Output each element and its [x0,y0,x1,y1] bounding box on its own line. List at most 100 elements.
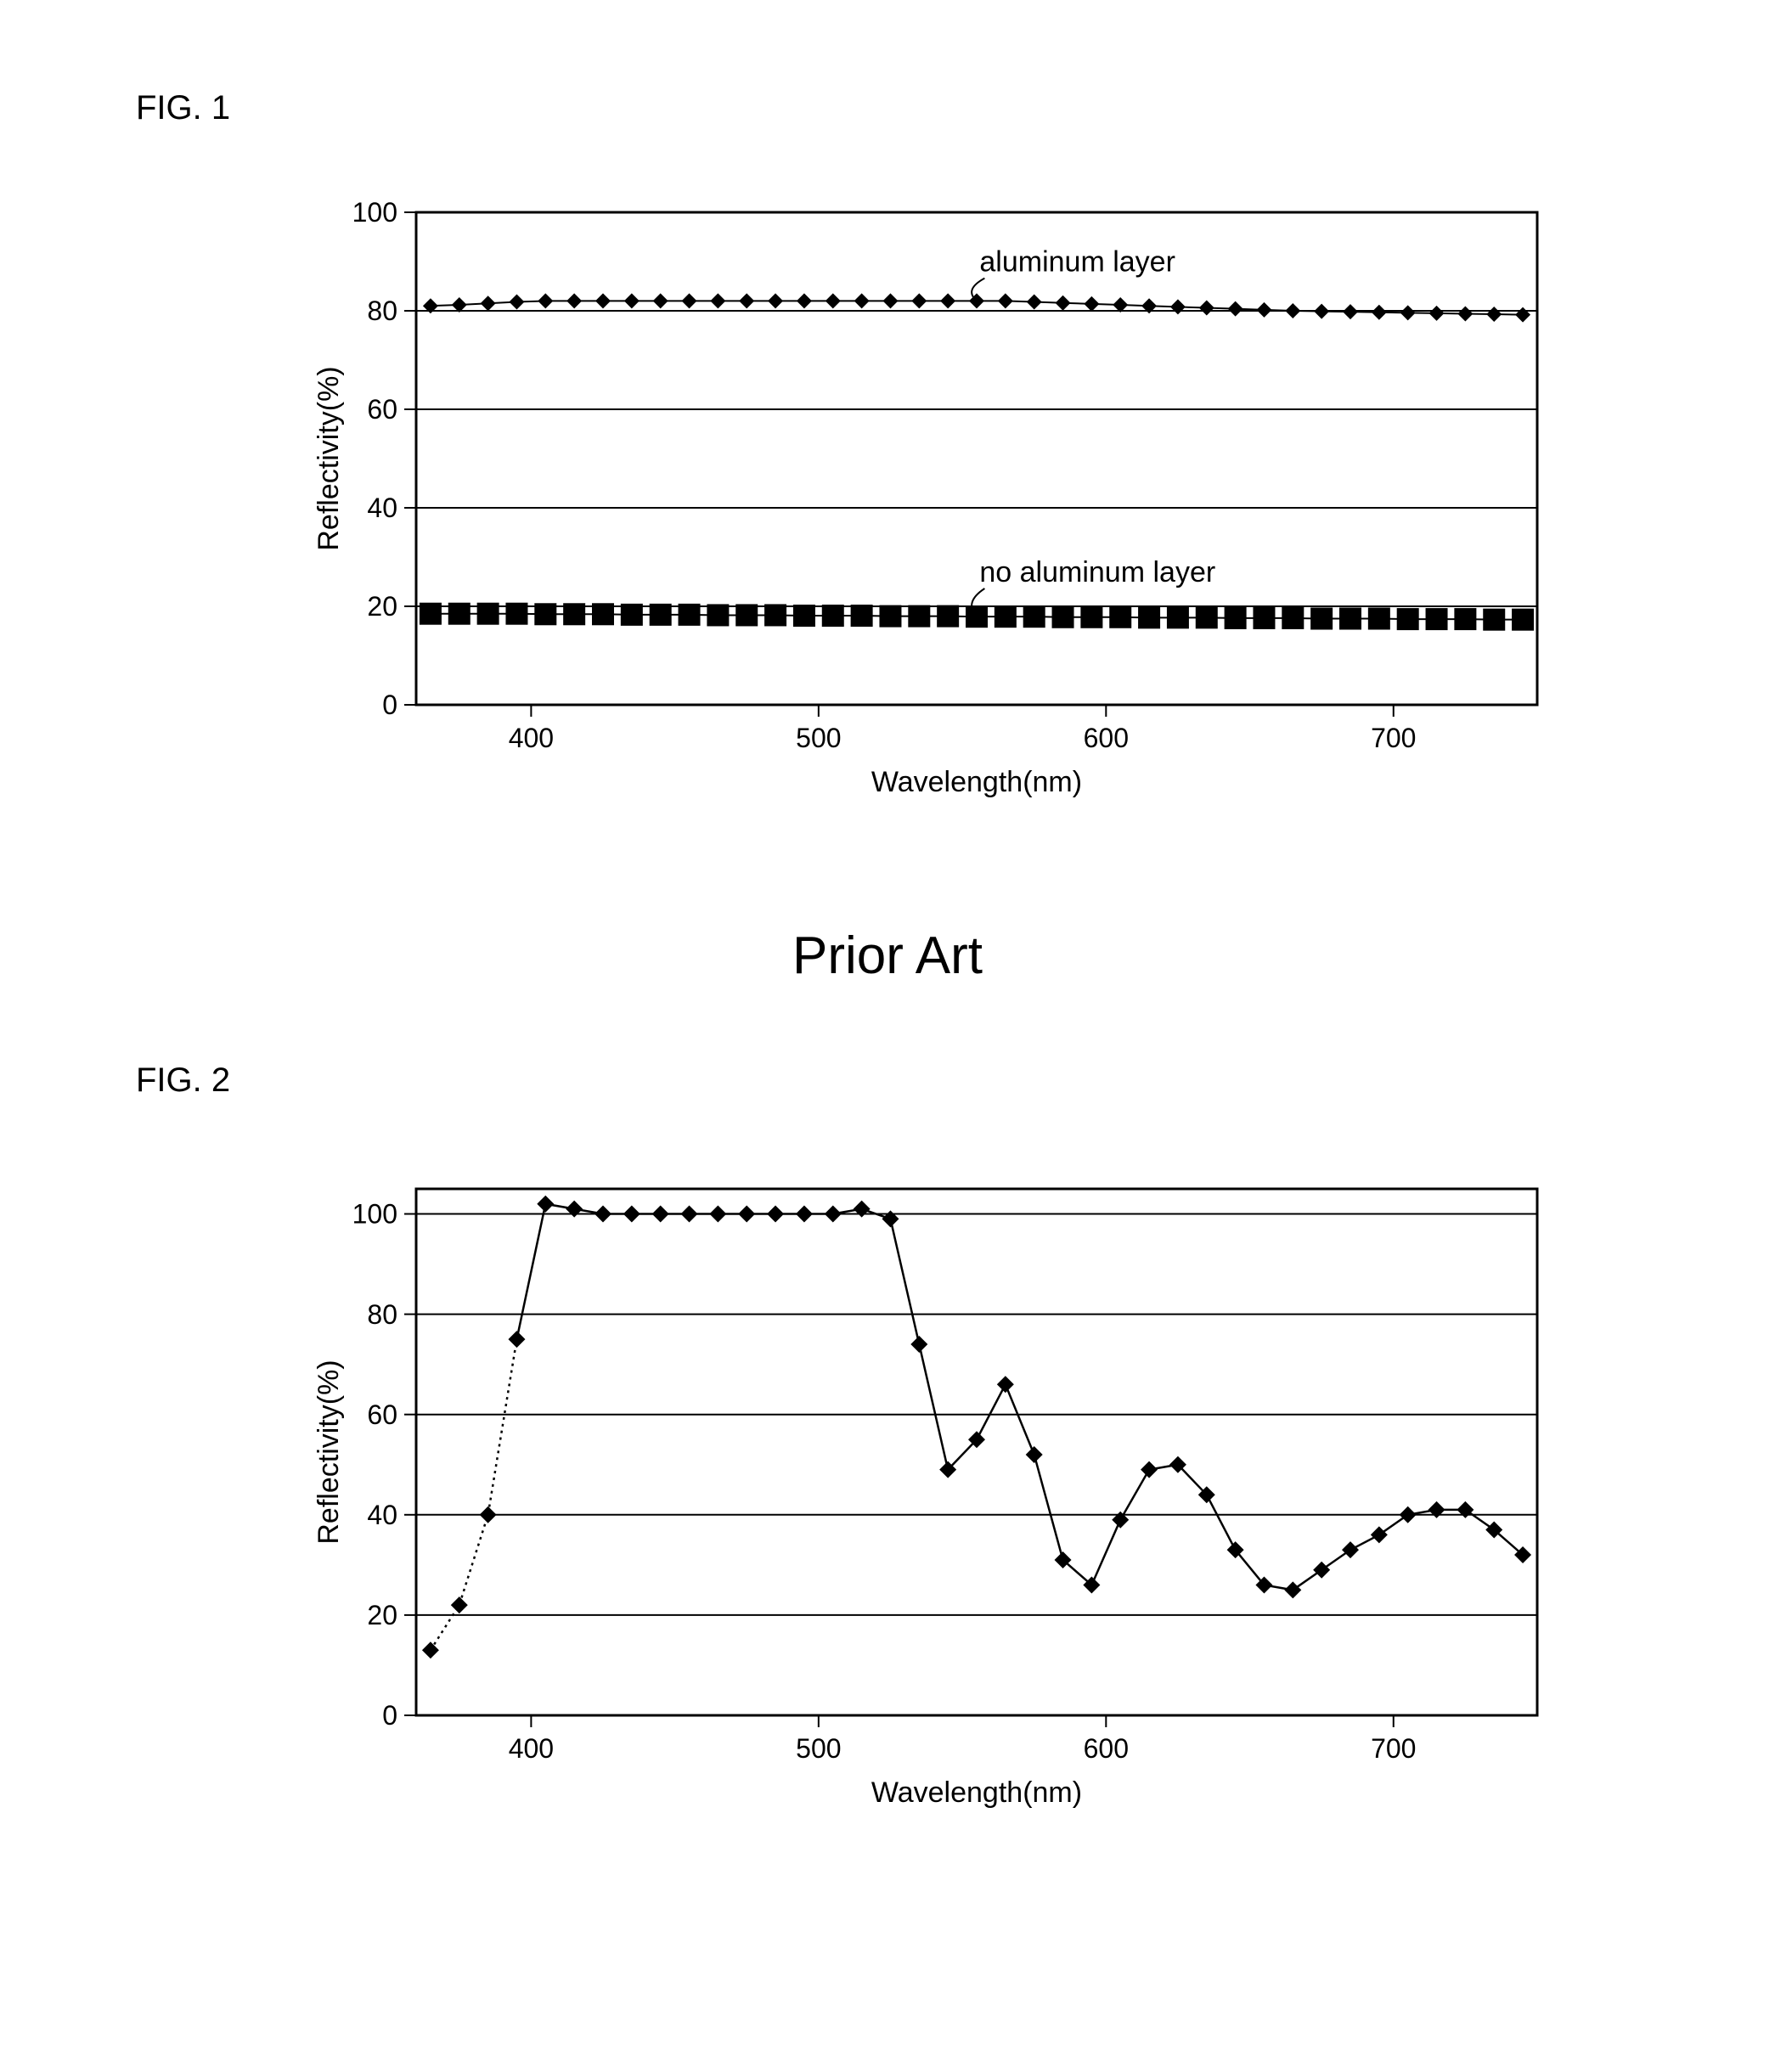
series-marker [997,1376,1014,1393]
series-line [516,1204,1523,1591]
x-tick-label: 700 [1371,723,1416,753]
series-marker [623,1206,640,1223]
series-marker [652,1206,669,1223]
page: FIG. 1 400500600700020406080100Wavelengt… [0,0,1775,2072]
series-marker [1339,608,1361,630]
fig2-chart: 400500600700020406080100Wavelength(nm)Re… [255,1155,1571,1834]
series-marker [940,293,955,308]
series-marker [1080,606,1102,628]
series-marker [1342,1541,1359,1558]
y-tick-label: 80 [367,296,397,326]
series-marker [1027,295,1042,310]
x-tick-label: 400 [509,1733,554,1764]
series-marker [422,1641,439,1658]
series-marker [1400,305,1416,320]
series-marker [854,293,870,308]
series-marker [481,296,496,311]
series-marker [538,293,553,308]
x-tick-label: 500 [796,723,841,753]
series-marker [653,293,668,308]
x-axis-label: Wavelength(nm) [871,1776,1082,1809]
series-marker [1400,1506,1417,1523]
series-marker [1454,608,1476,630]
series-marker [1141,1461,1158,1478]
series-marker [477,603,499,625]
series-marker [1026,1446,1043,1463]
series-marker [1483,609,1505,631]
series-marker [508,1331,525,1348]
series-marker [1112,1512,1129,1529]
series-marker [738,1206,755,1223]
series-marker [621,604,643,626]
series-marker [879,605,901,628]
series-marker [1486,307,1502,322]
series-marker [1426,608,1448,630]
series-marker [448,603,471,625]
series-marker [505,603,527,625]
series-marker [1313,1562,1330,1579]
series-marker [1196,606,1218,628]
series-marker [739,293,754,308]
series-marker [1052,606,1074,628]
series-label: aluminum layer [979,246,1175,279]
series-marker [1457,306,1473,321]
x-axis-label: Wavelength(nm) [871,766,1082,798]
series-marker [735,604,758,626]
series-marker [911,293,927,308]
series-marker [937,605,959,628]
series-marker [1284,1581,1301,1598]
series-marker [1515,307,1530,323]
y-axis-label: Reflectivity(%) [313,1360,345,1544]
series-marker [1138,606,1160,628]
series-marker [1371,1526,1388,1543]
series-marker [509,295,524,310]
series-marker [1228,301,1243,317]
y-tick-label: 40 [367,1500,397,1530]
series-marker [679,604,701,626]
chart-svg: 400500600700020406080100Wavelength(nm)Re… [255,1155,1571,1834]
series-marker [1368,608,1390,630]
series-marker [1253,607,1275,629]
series-marker [767,1206,784,1223]
series-marker [1429,306,1445,321]
series-marker [566,1201,583,1218]
series-marker [822,605,844,627]
series-marker [966,605,988,628]
y-tick-label: 100 [352,1199,397,1230]
series-marker [826,293,841,308]
y-tick-label: 80 [367,1299,397,1330]
x-tick-label: 600 [1084,1733,1129,1764]
plot-border [416,212,1537,705]
series-marker [1225,607,1247,629]
series-marker [650,604,672,626]
y-tick-label: 60 [367,1399,397,1430]
series-marker [709,1206,726,1223]
series-marker [1285,303,1300,318]
series-marker [764,604,786,626]
series-marker [681,1206,698,1223]
series-marker [1109,606,1131,628]
series-marker [1056,296,1071,311]
series-marker [1428,1501,1445,1518]
series-marker [592,603,614,625]
series-marker [682,293,697,308]
prior-art-caption: Prior Art [0,926,1775,986]
y-tick-label: 40 [367,493,397,523]
series-marker [710,293,725,308]
series-marker [1256,302,1271,318]
series-marker [825,1206,842,1223]
fig1-chart: 400500600700020406080100Wavelength(nm)Re… [255,178,1571,815]
x-tick-label: 500 [796,1733,841,1764]
series-marker [882,293,898,308]
series-marker [1023,605,1045,628]
fig2-label: FIG. 2 [136,1061,230,1100]
series-marker [563,603,585,625]
series-marker [998,293,1013,308]
series-marker [1084,296,1099,312]
series-marker [707,604,729,626]
y-axis-label: Reflectivity(%) [313,366,345,550]
series-marker [797,293,812,308]
series-marker [537,1196,554,1213]
series-marker [882,1210,899,1227]
series-marker [451,1596,468,1613]
